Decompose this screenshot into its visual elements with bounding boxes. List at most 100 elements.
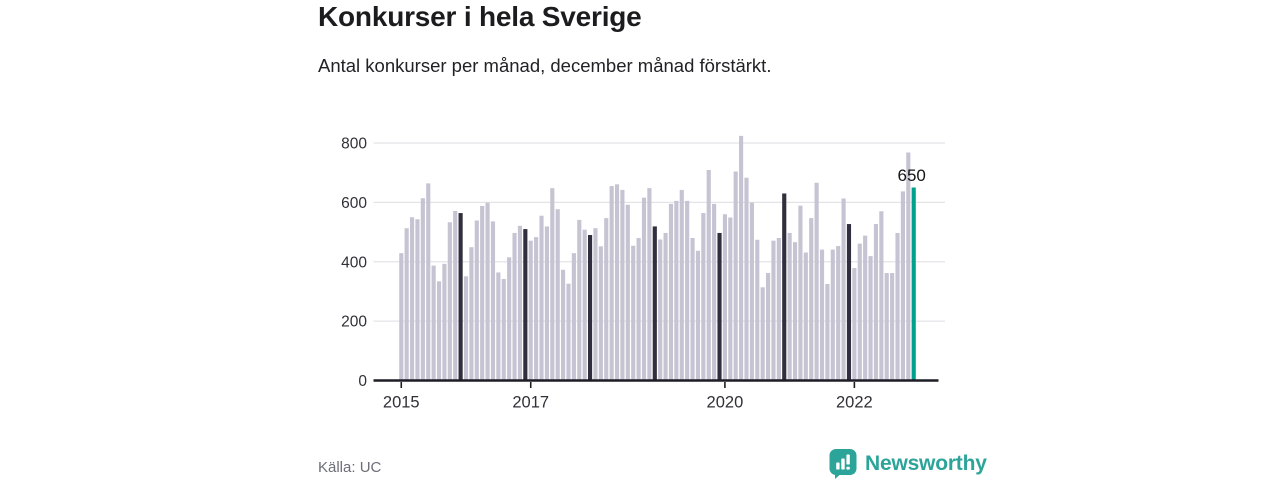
y-axis-labels: 0 200 400 600 800 xyxy=(341,136,367,391)
bar xyxy=(663,232,668,381)
bar xyxy=(517,225,523,381)
bar xyxy=(792,242,798,381)
x-tick-label: 2017 xyxy=(512,394,549,412)
bar xyxy=(863,235,868,381)
bar xyxy=(415,219,420,381)
bar xyxy=(555,209,560,381)
newsworthy-logo: Newsworthy xyxy=(828,448,987,480)
bar xyxy=(879,211,884,381)
bar xyxy=(453,210,458,381)
bar xyxy=(420,198,425,381)
bar xyxy=(787,232,792,381)
bar xyxy=(819,249,825,381)
bar xyxy=(760,287,765,381)
bar xyxy=(852,267,857,381)
bar xyxy=(668,203,674,381)
bar xyxy=(577,219,582,381)
bar xyxy=(798,205,803,381)
bar xyxy=(636,238,641,381)
bar xyxy=(409,217,415,381)
chart-header: Konkurser i hela Sverige xyxy=(318,0,642,34)
bar xyxy=(749,202,754,381)
newsworthy-wordmark: Newsworthy xyxy=(865,452,987,475)
bar xyxy=(679,189,684,381)
bar xyxy=(620,189,625,381)
bar xyxy=(609,186,614,381)
bar xyxy=(900,191,905,381)
bar xyxy=(528,240,533,381)
highlight-value-label: 650 xyxy=(898,166,926,185)
bar xyxy=(544,226,549,381)
bar xyxy=(836,246,841,381)
bar xyxy=(631,245,636,381)
bar xyxy=(501,278,506,381)
bars xyxy=(399,135,916,381)
bar xyxy=(857,243,862,381)
bar xyxy=(765,273,771,381)
bar xyxy=(625,204,630,381)
bar xyxy=(884,273,889,381)
bar xyxy=(550,188,555,381)
bar xyxy=(825,284,830,381)
bar xyxy=(490,221,496,381)
y-tick-label: 0 xyxy=(358,373,367,390)
bar xyxy=(728,217,733,381)
y-tick-label: 400 xyxy=(341,254,367,271)
bar xyxy=(652,226,657,381)
y-tick-label: 800 xyxy=(341,136,367,153)
bar xyxy=(685,200,690,381)
bar xyxy=(474,220,479,381)
bar xyxy=(647,188,652,381)
bar xyxy=(873,224,879,381)
bar xyxy=(695,250,701,381)
bar xyxy=(463,276,469,381)
y-tick-label: 600 xyxy=(341,195,367,212)
bar xyxy=(582,229,587,381)
bar xyxy=(744,177,749,381)
bar xyxy=(442,263,447,381)
bar xyxy=(566,283,571,381)
bar xyxy=(868,256,873,381)
bar xyxy=(431,265,436,381)
x-tick-label: 2020 xyxy=(707,394,744,412)
bar xyxy=(733,171,738,381)
bar xyxy=(512,232,517,381)
bar xyxy=(722,214,727,381)
bar xyxy=(701,213,706,381)
bar xyxy=(830,249,835,381)
bar xyxy=(814,182,819,381)
bar xyxy=(809,218,814,381)
newsworthy-icon xyxy=(829,449,857,479)
bar xyxy=(571,253,576,381)
bar xyxy=(906,152,911,381)
bar xyxy=(604,218,609,381)
bar xyxy=(782,193,787,381)
bar xyxy=(771,240,776,381)
bar xyxy=(458,213,463,381)
bar xyxy=(598,246,603,381)
bar xyxy=(803,252,808,381)
bar xyxy=(846,224,852,381)
source-label: Källa: UC xyxy=(318,459,382,476)
bar xyxy=(712,203,717,381)
bar xyxy=(706,170,711,381)
bar xyxy=(895,232,900,381)
bar xyxy=(404,228,409,381)
y-tick-label: 200 xyxy=(341,314,367,331)
bar xyxy=(614,184,620,381)
bar xyxy=(776,238,781,381)
bar xyxy=(641,197,647,381)
bar xyxy=(539,215,544,381)
bar xyxy=(469,247,474,381)
bar xyxy=(911,187,916,381)
bar xyxy=(841,198,846,381)
bar xyxy=(755,239,760,381)
bar xyxy=(739,135,744,381)
chart-title: Konkurser i hela Sverige xyxy=(318,1,642,32)
bar xyxy=(447,222,452,381)
bar xyxy=(523,229,528,381)
bar xyxy=(674,200,679,381)
bar xyxy=(399,253,404,381)
